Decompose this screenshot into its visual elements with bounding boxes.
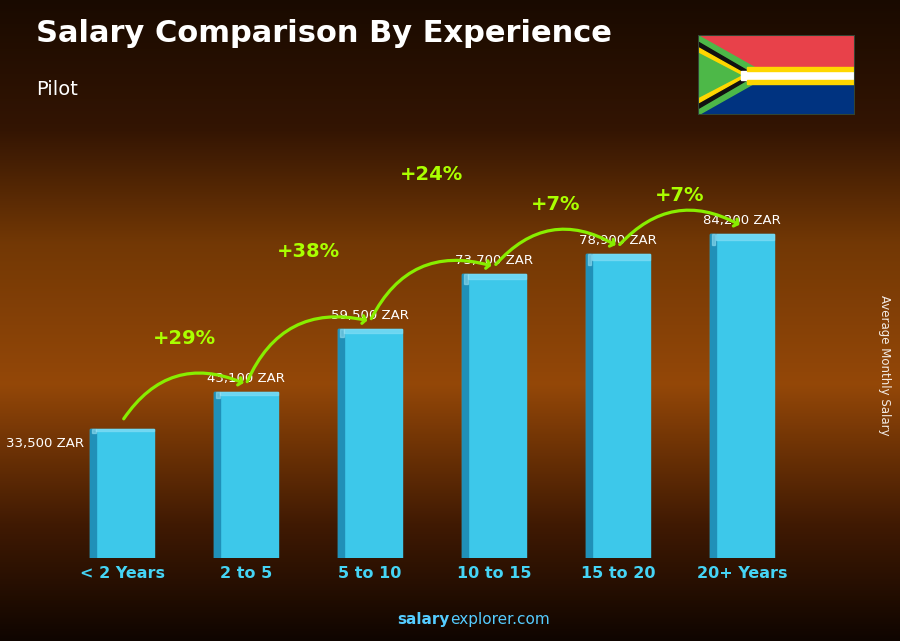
Text: 84,200 ZAR: 84,200 ZAR [703,214,780,227]
Text: 59,500 ZAR: 59,500 ZAR [331,309,409,322]
Bar [747,80,855,84]
Bar [698,71,855,80]
Text: 78,900 ZAR: 78,900 ZAR [579,235,657,247]
Text: +29%: +29% [153,329,216,347]
Bar [339,329,344,337]
Text: +7%: +7% [655,186,705,205]
Bar [462,274,468,558]
Bar [462,274,526,558]
Bar [741,71,855,80]
Bar [464,274,467,285]
Polygon shape [698,42,755,109]
Bar [698,75,855,115]
Bar [468,274,526,279]
Text: +7%: +7% [531,195,580,213]
Text: 43,100 ZAR: 43,100 ZAR [207,372,285,385]
Polygon shape [698,35,769,115]
Bar [96,429,155,431]
Bar [338,329,402,558]
Bar [214,392,220,558]
Bar [716,234,774,240]
Bar [592,254,650,260]
Bar [712,234,716,246]
Text: +24%: +24% [400,165,464,184]
Text: explorer.com: explorer.com [450,612,550,627]
Bar [216,392,220,398]
Bar [90,429,96,558]
Bar [220,392,278,395]
Bar [698,35,855,75]
Text: 33,500 ZAR: 33,500 ZAR [5,437,84,449]
Polygon shape [698,53,741,97]
Text: 73,700 ZAR: 73,700 ZAR [455,254,533,267]
Bar [588,254,591,265]
Bar [747,67,855,71]
Bar [338,329,345,558]
Bar [214,392,278,558]
Bar [92,429,95,433]
Bar [345,329,402,333]
Text: Salary Comparison By Experience: Salary Comparison By Experience [36,19,612,48]
Text: Pilot: Pilot [36,80,78,99]
Text: Average Monthly Salary: Average Monthly Salary [878,295,890,436]
Bar [586,254,592,558]
Bar [90,429,155,558]
Polygon shape [698,47,747,103]
Text: +38%: +38% [276,242,339,262]
Text: salary: salary [398,612,450,627]
Bar [709,234,716,558]
Bar [709,234,774,558]
Bar [586,254,650,558]
